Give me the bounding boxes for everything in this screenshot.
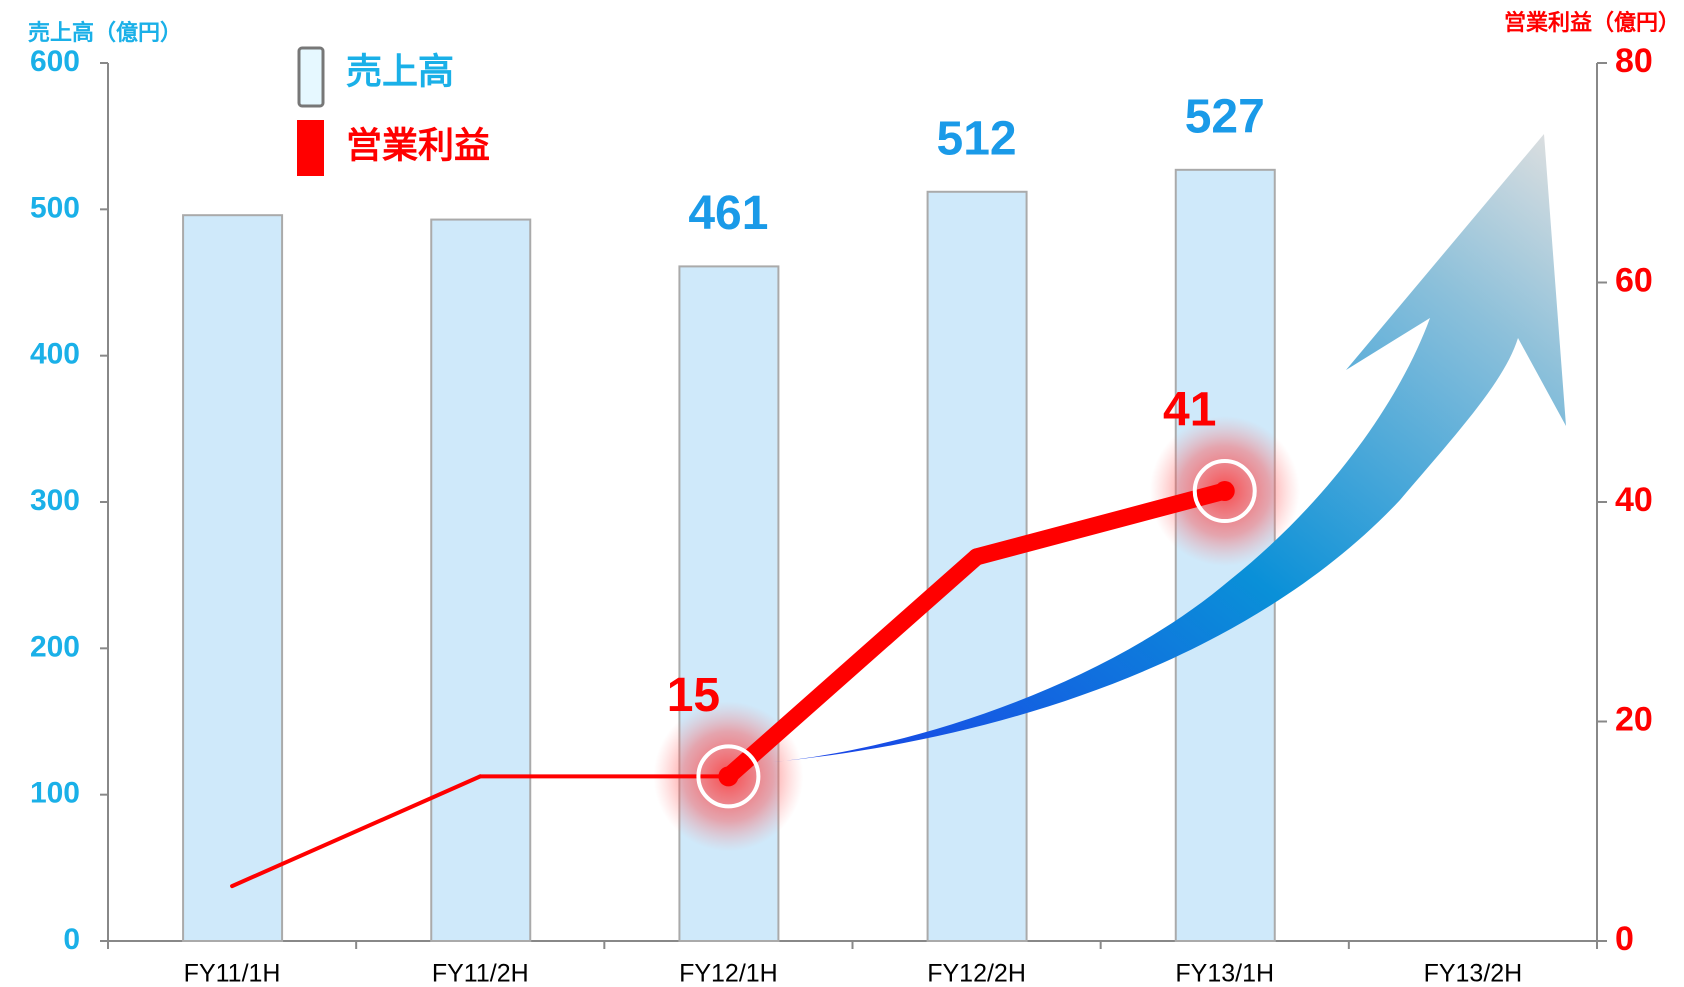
x-tick-label: FY11/2H: [432, 960, 529, 987]
legend-label: 営業利益: [346, 125, 490, 166]
y-tick-label: 600: [30, 45, 80, 78]
y2-tick-label: 60: [1615, 261, 1653, 299]
y-tick-label: 300: [30, 484, 80, 517]
y2-tick-label: 80: [1615, 42, 1653, 80]
x-tick-label: FY11/1H: [184, 960, 281, 987]
bar: [926, 190, 1028, 943]
bar-value-label: 461: [688, 187, 768, 240]
bar: [182, 214, 284, 943]
y-tick-label: 200: [30, 630, 80, 663]
legend-label: 売上高: [346, 51, 454, 92]
y-tick-label: 100: [30, 777, 80, 810]
bar: [430, 218, 532, 942]
y-axis-title: 売上高（億円）: [28, 20, 182, 45]
y-tick-label: 400: [30, 338, 80, 371]
y-tick-label: 500: [30, 191, 80, 224]
point-ring: [1192, 459, 1257, 524]
x-tick-label: FY12/1H: [679, 960, 778, 987]
legend-swatch: [297, 46, 325, 108]
y2-axis-title: 営業利益（億円）: [1504, 10, 1680, 35]
line-segment: [230, 774, 483, 889]
bar-value-label: 512: [937, 112, 1017, 165]
line-value-label: 15: [667, 669, 720, 722]
x-tick-label: FY13/1H: [1175, 960, 1274, 987]
bar-value-label: 527: [1185, 90, 1265, 143]
y2-tick-label: 0: [1615, 920, 1634, 958]
y2-tick-label: 20: [1615, 700, 1653, 738]
line-point: [1214, 481, 1235, 502]
point-ring: [696, 744, 761, 809]
growth-arrow: [773, 134, 1566, 762]
x-tick-label: FY12/2H: [927, 960, 1026, 987]
line-point: [718, 766, 739, 787]
legend-swatch: [297, 120, 324, 176]
y-tick-label: 0: [63, 923, 80, 956]
line-segment: [968, 482, 1234, 566]
y2-tick-label: 40: [1615, 481, 1653, 519]
line-value-label: 41: [1163, 384, 1216, 437]
x-tick-label: FY13/2H: [1424, 960, 1523, 987]
line-segment: [719, 548, 986, 785]
